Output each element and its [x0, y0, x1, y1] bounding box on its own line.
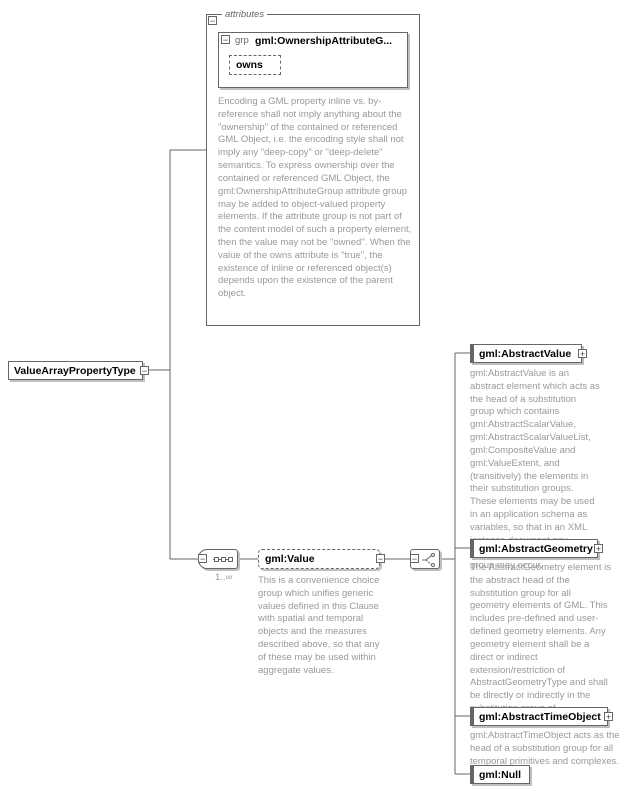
- choice-connector: −: [410, 549, 440, 569]
- gml-value-description: This is a convenience choice group which…: [258, 575, 386, 678]
- abstract-value-label: gml:AbstractValue: [474, 345, 581, 363]
- gml-null-label: gml:Null: [474, 766, 529, 784]
- gml-value-label: gml:Value: [259, 550, 379, 568]
- gml-null-box: gml:Null: [470, 765, 530, 784]
- abstract-time-object-description: gml:AbstractTimeObject acts as the head …: [470, 730, 620, 768]
- gml-value-box: gml:Value: [258, 549, 380, 569]
- abstract-time-object-box: gml:AbstractTimeObject: [470, 707, 608, 726]
- abstract-time-object-expander[interactable]: +: [604, 712, 613, 721]
- abstract-geometry-expander[interactable]: +: [594, 544, 603, 553]
- choice-expander[interactable]: −: [410, 554, 419, 563]
- root-expander[interactable]: −: [140, 366, 149, 375]
- root-type-box: ValueArrayPropertyType: [8, 361, 143, 380]
- abstract-time-object-label: gml:AbstractTimeObject: [474, 708, 607, 726]
- abstract-geometry-label: gml:AbstractGeometry: [474, 540, 597, 558]
- root-type-label: ValueArrayPropertyType: [9, 362, 142, 380]
- owns-label: owns: [236, 59, 263, 71]
- sequence-connector: −: [198, 549, 238, 569]
- owns-attribute-box: owns: [229, 55, 281, 75]
- ownership-group-box: − grp gml:OwnershipAttributeG... owns: [218, 32, 408, 88]
- group-expander[interactable]: −: [221, 35, 230, 44]
- cardinality-label: 1..∞: [215, 572, 232, 585]
- group-name: gml:OwnershipAttributeG...: [255, 35, 392, 47]
- attributes-description: Encoding a GML property inline vs. by-re…: [218, 96, 414, 301]
- abstract-geometry-box: gml:AbstractGeometry: [470, 539, 598, 558]
- abstract-value-box: gml:AbstractValue: [470, 344, 582, 363]
- gml-value-expander[interactable]: −: [376, 554, 385, 563]
- abstract-geometry-description: The AbstractGeometry element is the abst…: [470, 562, 612, 729]
- attributes-expander[interactable]: −: [208, 16, 217, 25]
- abstract-value-expander[interactable]: +: [578, 349, 587, 358]
- attributes-title: attributes: [222, 9, 267, 20]
- group-prefix: grp: [235, 35, 249, 46]
- sequence-expander[interactable]: −: [198, 554, 207, 563]
